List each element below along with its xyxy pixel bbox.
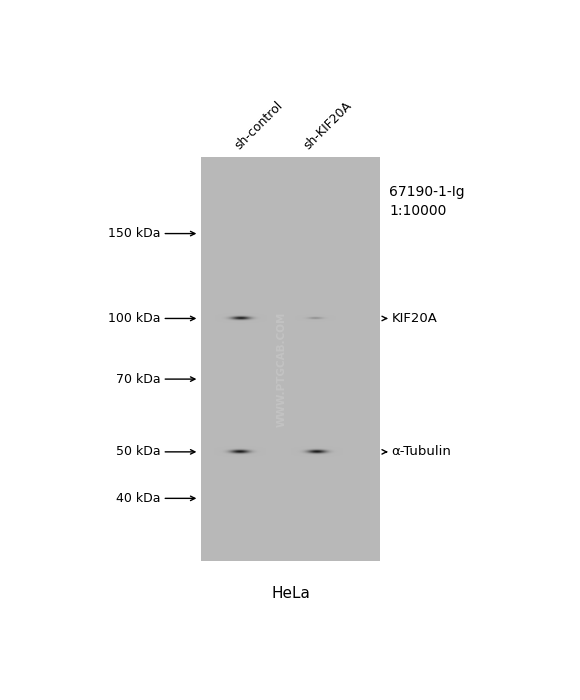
Text: KIF20A: KIF20A xyxy=(392,312,437,325)
Text: HeLa: HeLa xyxy=(271,586,310,601)
Text: 100 kDa: 100 kDa xyxy=(108,312,160,325)
Text: WWW.PTGCAB.COM: WWW.PTGCAB.COM xyxy=(277,312,287,428)
Text: 1:10000: 1:10000 xyxy=(389,204,447,218)
Text: α-Tubulin: α-Tubulin xyxy=(392,445,451,458)
Bar xyxy=(201,157,380,561)
Text: sh-control: sh-control xyxy=(232,99,285,153)
Text: 67190-1-Ig: 67190-1-Ig xyxy=(389,185,465,199)
Text: 70 kDa: 70 kDa xyxy=(115,372,160,386)
Text: 50 kDa: 50 kDa xyxy=(115,445,160,458)
Text: sh-KIF20A: sh-KIF20A xyxy=(302,99,354,153)
Text: 40 kDa: 40 kDa xyxy=(115,492,160,505)
Text: 150 kDa: 150 kDa xyxy=(108,227,160,240)
